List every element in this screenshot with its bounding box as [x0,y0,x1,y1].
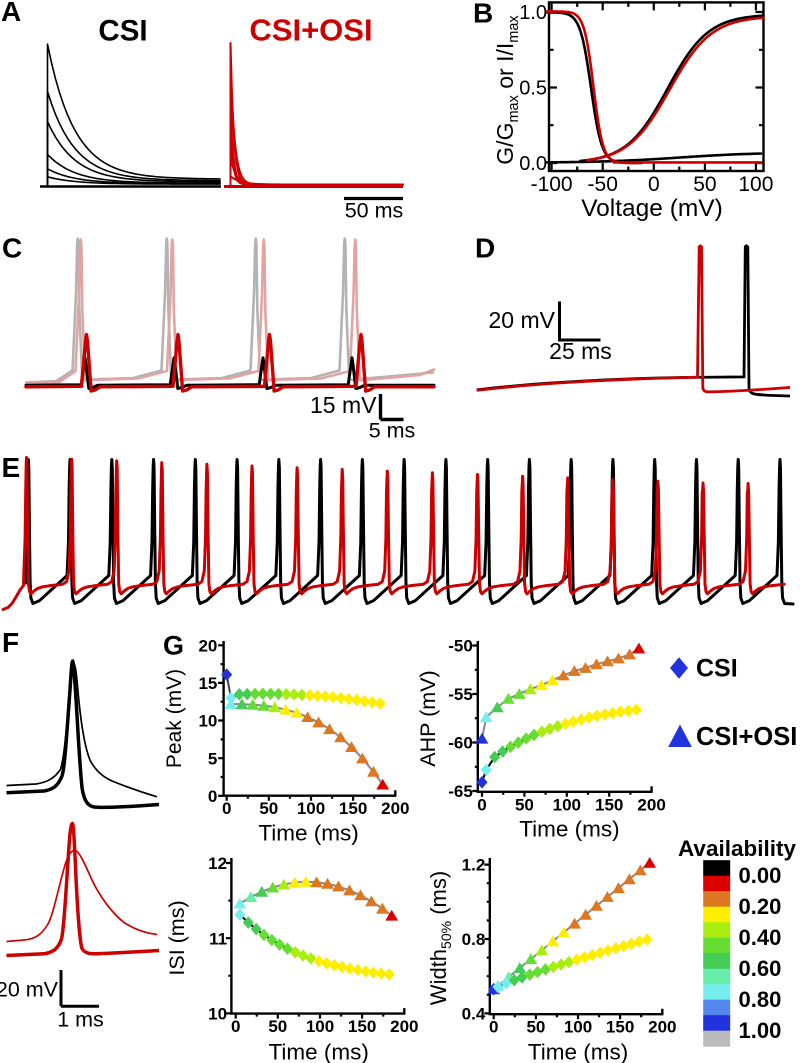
svg-text:F: F [2,627,19,658]
svg-text:1 ms: 1 ms [57,1008,104,1032]
svg-text:G: G [163,631,184,661]
svg-text:15 mV: 15 mV [310,392,377,418]
svg-text:CSI+OSI: CSI+OSI [696,723,797,751]
svg-text:1.0: 1.0 [519,2,547,24]
svg-text:A: A [1,0,21,27]
svg-text:0.60: 0.60 [739,956,782,981]
svg-text:0.20: 0.20 [739,894,782,919]
svg-text:0: 0 [489,1018,498,1037]
svg-text:200: 200 [390,1017,418,1036]
svg-text:10: 10 [208,1005,227,1024]
svg-text:5 ms: 5 ms [369,419,416,443]
svg-text:0: 0 [231,1017,240,1036]
svg-text:CSI: CSI [98,15,147,48]
svg-text:CSI: CSI [696,655,738,683]
svg-text:0.4: 0.4 [462,1005,486,1024]
svg-text:100: 100 [738,173,773,196]
svg-text:150: 150 [606,1018,634,1037]
svg-text:E: E [2,452,21,483]
svg-text:5: 5 [208,749,217,768]
svg-text:11: 11 [209,929,227,948]
svg-text:100: 100 [297,799,325,818]
svg-text:Width50% (ms): Width50% (ms) [426,871,454,1005]
svg-text:Time (ms): Time (ms) [258,821,358,846]
svg-text:12: 12 [208,854,227,873]
svg-text:0.5: 0.5 [519,78,547,100]
svg-text:Voltage (mV): Voltage (mV) [581,195,723,222]
svg-text:50: 50 [693,173,716,196]
svg-text:ISI (ms): ISI (ms) [165,900,189,975]
svg-text:Time (ms): Time (ms) [528,1040,628,1063]
svg-text:100: 100 [564,1018,592,1037]
svg-text:200: 200 [637,795,665,814]
svg-text:Availability: Availability [678,836,796,861]
svg-text:0: 0 [477,795,486,814]
svg-text:25 ms: 25 ms [549,338,612,364]
svg-text:0.00: 0.00 [739,863,782,888]
svg-text:B: B [473,0,493,29]
svg-text:0.8: 0.8 [462,930,486,949]
svg-text:1.00: 1.00 [739,1018,782,1043]
svg-text:20 mV: 20 mV [0,978,59,1002]
svg-text:150: 150 [348,1017,376,1036]
svg-text:1.2: 1.2 [462,856,486,875]
svg-text:AHP (mV): AHP (mV) [416,670,440,766]
svg-text:Peak (mV): Peak (mV) [163,669,186,768]
svg-text:0: 0 [648,173,660,196]
svg-text:200: 200 [648,1018,676,1037]
svg-text:0: 0 [222,799,231,818]
svg-text:-100: -100 [531,173,573,196]
svg-text:100: 100 [553,795,581,814]
svg-text:50: 50 [515,795,534,814]
svg-text:Time (ms): Time (ms) [519,817,619,842]
svg-text:200: 200 [381,799,409,818]
svg-text:C: C [2,233,22,264]
svg-text:15: 15 [198,674,217,693]
svg-text:150: 150 [339,799,367,818]
svg-text:0.80: 0.80 [739,987,782,1012]
svg-text:150: 150 [595,795,623,814]
svg-text:50: 50 [526,1018,545,1037]
svg-text:G/Gmax or I/Imax: G/Gmax or I/Imax [492,15,522,165]
svg-text:0.40: 0.40 [739,925,782,950]
svg-text:-55: -55 [448,685,473,704]
svg-text:0: 0 [208,787,217,806]
svg-text:-65: -65 [448,782,473,801]
svg-text:0.0: 0.0 [519,153,547,175]
svg-text:50: 50 [268,1017,287,1036]
svg-text:20 mV: 20 mV [489,307,556,333]
svg-text:D: D [475,233,495,264]
svg-text:-60: -60 [448,734,473,753]
svg-text:100: 100 [306,1017,334,1036]
svg-text:-50: -50 [588,173,618,196]
svg-text:Time (ms): Time (ms) [268,1040,368,1063]
svg-text:-50: -50 [448,637,473,656]
svg-text:CSI+OSI: CSI+OSI [249,13,372,48]
svg-text:10: 10 [198,712,217,731]
svg-text:50 ms: 50 ms [345,199,404,223]
svg-text:20: 20 [198,636,217,655]
svg-text:50: 50 [259,799,278,818]
